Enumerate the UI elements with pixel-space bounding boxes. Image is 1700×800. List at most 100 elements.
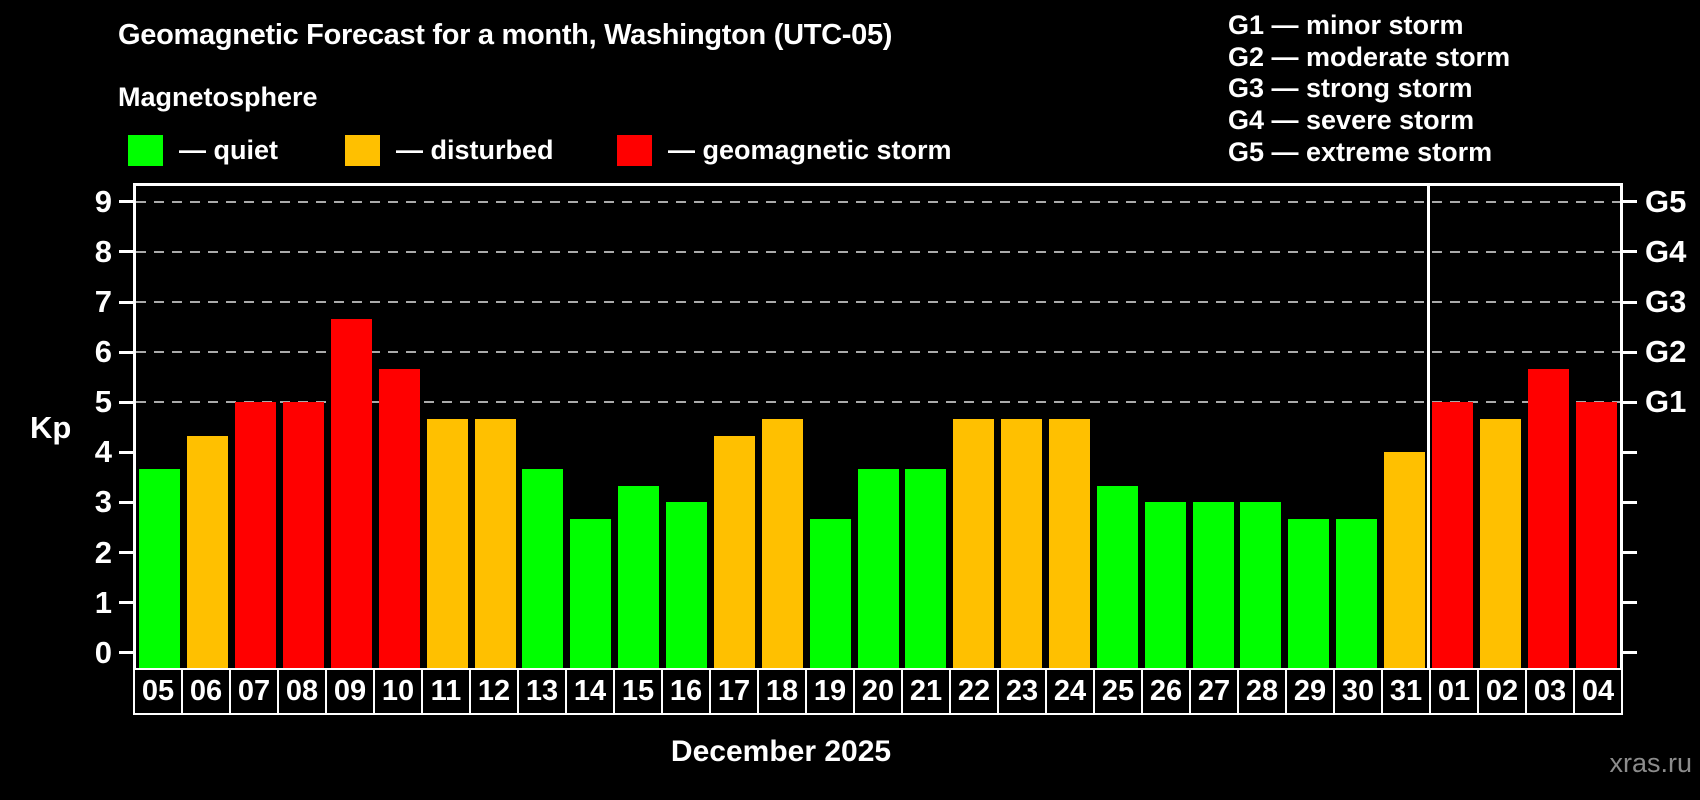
bar-day-29 bbox=[1288, 518, 1330, 668]
legend-label-quiet: — quiet bbox=[179, 134, 278, 165]
y-tick-label-3: 3 bbox=[94, 484, 112, 520]
g-scale-legend: G1 — minor storm G2 — moderate storm G3 — … bbox=[1228, 10, 1510, 169]
legend-swatch-quiet bbox=[128, 134, 163, 166]
gridline-g3 bbox=[136, 301, 1620, 303]
bar-day-08 bbox=[283, 402, 325, 668]
x-label-day-03: 03 bbox=[1525, 668, 1575, 715]
bar-day-20 bbox=[857, 468, 899, 668]
y-tick-3 bbox=[119, 500, 133, 504]
bar-day-10 bbox=[378, 368, 420, 668]
bar-day-31 bbox=[1384, 452, 1426, 668]
y-tick-label-4: 4 bbox=[94, 434, 112, 470]
right-tick-5 bbox=[1623, 400, 1637, 404]
bar-day-25 bbox=[1096, 485, 1138, 668]
y-tick-label-0: 0 bbox=[94, 634, 112, 670]
right-tick-9 bbox=[1623, 200, 1637, 204]
x-label-day-11: 11 bbox=[421, 668, 471, 715]
x-label-day-14: 14 bbox=[565, 668, 615, 715]
bar-day-19 bbox=[809, 518, 851, 668]
x-label-day-29: 29 bbox=[1285, 668, 1335, 715]
bar-day-07 bbox=[235, 402, 277, 668]
x-label-day-28: 28 bbox=[1237, 668, 1287, 715]
right-tick-2 bbox=[1623, 551, 1637, 554]
right-tick-8 bbox=[1623, 250, 1637, 254]
legend-swatch-storm bbox=[617, 134, 652, 166]
gridline-g4 bbox=[136, 250, 1620, 253]
gridline-g2 bbox=[136, 351, 1620, 354]
y-tick-4 bbox=[119, 450, 133, 454]
legend-label-disturbed: — disturbed bbox=[396, 134, 554, 165]
x-label-day-07: 07 bbox=[229, 668, 279, 715]
bar-day-12 bbox=[474, 418, 516, 668]
magnetosphere-label: Magnetosphere bbox=[118, 82, 318, 112]
x-label-day-22: 22 bbox=[949, 668, 999, 715]
plot-area bbox=[133, 183, 1623, 668]
y-tick-0 bbox=[119, 651, 133, 655]
color-legend: — quiet — disturbed — geomagnetic storm bbox=[0, 133, 1700, 167]
bar-day-01 bbox=[1431, 402, 1473, 668]
x-label-day-06: 06 bbox=[181, 668, 231, 715]
right-tick-6 bbox=[1623, 350, 1637, 354]
x-label-day-20: 20 bbox=[853, 668, 903, 715]
right-tick-1 bbox=[1623, 601, 1637, 605]
x-label-day-02: 02 bbox=[1477, 668, 1527, 715]
right-tick-4 bbox=[1623, 450, 1637, 454]
x-label-day-31: 31 bbox=[1381, 668, 1431, 715]
y-tick-label-1: 1 bbox=[94, 584, 112, 620]
bar-day-13 bbox=[522, 468, 564, 668]
g-legend-line-2: G2 — moderate storm bbox=[1228, 41, 1511, 72]
x-label-day-17: 17 bbox=[709, 668, 759, 715]
gridline-g1 bbox=[136, 401, 1620, 404]
legend-label-storm: — geomagnetic storm bbox=[668, 134, 952, 165]
y-tick-9 bbox=[119, 200, 133, 204]
g-tick-label-g2: G2 bbox=[1645, 334, 1687, 370]
x-axis-title: December 2025 bbox=[670, 735, 892, 768]
bar-day-06 bbox=[187, 435, 229, 668]
legend-item-disturbed: — disturbed bbox=[345, 133, 554, 167]
legend-swatch-disturbed bbox=[345, 134, 380, 166]
y-tick-label-6: 6 bbox=[94, 334, 112, 370]
x-label-day-18: 18 bbox=[757, 668, 807, 715]
y-tick-6 bbox=[119, 350, 133, 354]
x-label-day-30: 30 bbox=[1333, 668, 1383, 715]
y-tick-2 bbox=[119, 551, 133, 554]
right-tick-0 bbox=[1623, 651, 1637, 655]
x-label-day-16: 16 bbox=[661, 668, 711, 715]
x-label-day-27: 27 bbox=[1189, 668, 1239, 715]
y-tick-label-5: 5 bbox=[94, 384, 112, 420]
g-tick-label-g1: G1 bbox=[1645, 384, 1687, 420]
y-tick-label-9: 9 bbox=[94, 183, 112, 219]
x-label-day-04: 04 bbox=[1573, 668, 1623, 715]
y-axis-title: Kp bbox=[30, 410, 72, 445]
g-legend-line-5: G5 — extreme storm bbox=[1228, 136, 1493, 167]
bar-day-05 bbox=[139, 468, 181, 668]
g-legend-line-1: G1 — minor storm bbox=[1228, 10, 1464, 40]
bar-day-17 bbox=[713, 435, 755, 668]
x-label-day-25: 25 bbox=[1093, 668, 1143, 715]
bar-day-04 bbox=[1575, 402, 1617, 668]
bar-day-03 bbox=[1527, 368, 1569, 668]
bar-day-28 bbox=[1240, 502, 1282, 668]
bar-day-11 bbox=[426, 418, 468, 668]
watermark: xras.ru bbox=[1609, 748, 1692, 778]
x-label-day-10: 10 bbox=[373, 668, 423, 715]
bar-day-09 bbox=[330, 318, 372, 668]
x-axis-labels: 05 06 07 08 09 10 11 12 13 14 15 16 17 18 19 20 21 22 23 24… bbox=[133, 668, 1623, 715]
bar-day-26 bbox=[1144, 502, 1186, 668]
bar-day-27 bbox=[1192, 502, 1234, 668]
y-tick-label-8: 8 bbox=[94, 233, 112, 269]
bar-day-23 bbox=[1001, 418, 1043, 668]
y-tick-7 bbox=[119, 300, 133, 304]
y-tick-label-7: 7 bbox=[94, 284, 112, 319]
g-tick-label-g4: G4 bbox=[1645, 233, 1687, 269]
x-label-day-12: 12 bbox=[469, 668, 519, 715]
g-legend-line-4: G4 — severe storm bbox=[1228, 105, 1475, 136]
g-tick-label-g3: G3 bbox=[1645, 284, 1687, 319]
right-tick-3 bbox=[1623, 500, 1637, 504]
g-legend-line-3: G3 — strong storm bbox=[1228, 73, 1473, 104]
x-label-day-21: 21 bbox=[901, 668, 951, 715]
gridline-g5 bbox=[136, 200, 1620, 203]
y-tick-1 bbox=[119, 601, 133, 605]
y-tick-5 bbox=[119, 400, 133, 404]
